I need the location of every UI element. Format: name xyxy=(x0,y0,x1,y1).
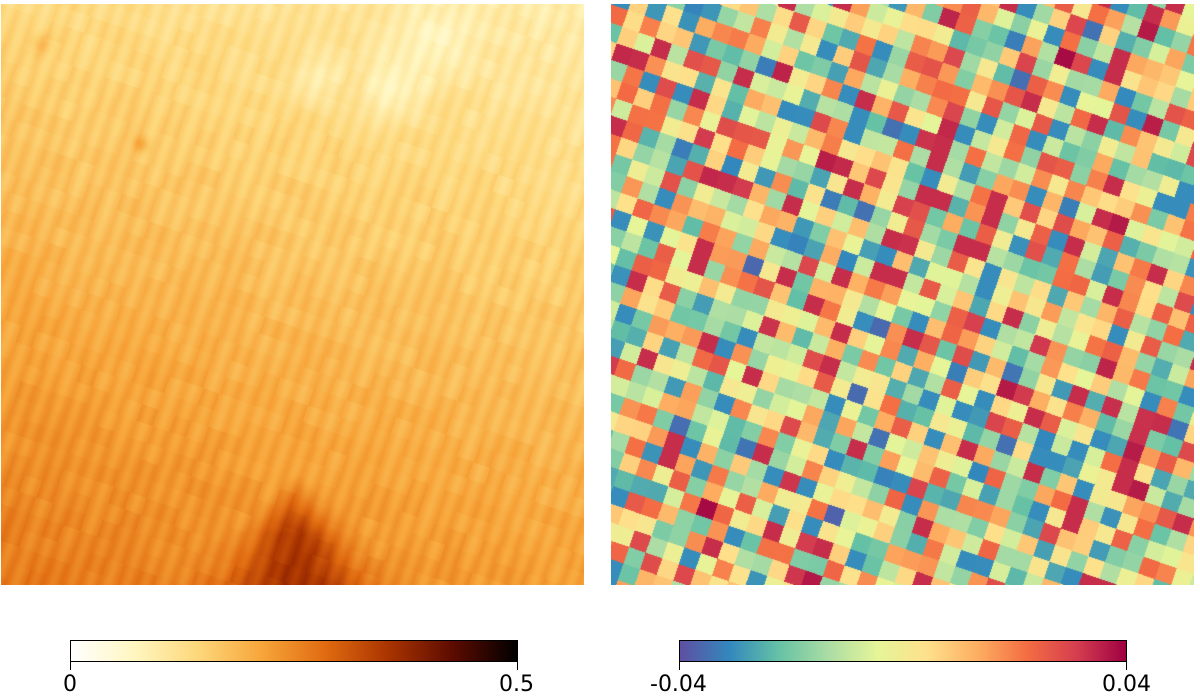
residual-colorbar-min-label: -0.04 xyxy=(650,672,707,697)
residual-colorbar-max-label: 0.04 xyxy=(1102,672,1151,697)
intensity-colorbar-min-label: 0 xyxy=(63,672,77,697)
residual-map-image xyxy=(611,4,1194,585)
intensity-colorbar xyxy=(70,640,518,662)
intensity-colorbar-max-tick xyxy=(517,661,518,670)
residual-map-panel xyxy=(611,4,1194,585)
intensity-map-image xyxy=(1,4,584,585)
residual-colorbar xyxy=(679,640,1127,662)
intensity-colorbar-max-label: 0.5 xyxy=(499,672,534,697)
residual-colorbar-min-tick xyxy=(679,661,680,670)
intensity-map-panel xyxy=(1,4,584,585)
intensity-colorbar-min-tick xyxy=(70,661,71,670)
residual-colorbar-max-tick xyxy=(1126,661,1127,670)
